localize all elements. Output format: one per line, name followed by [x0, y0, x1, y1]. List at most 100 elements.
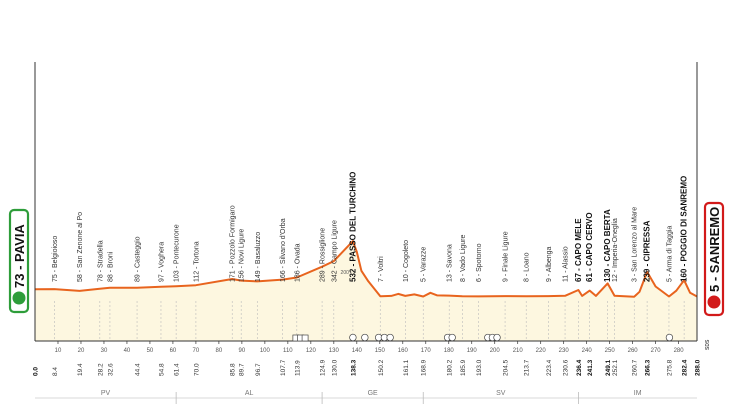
feed-zone-marker [386, 333, 394, 342]
altitude-label: 200 [341, 270, 350, 276]
start-distance-label: 0.0 [33, 367, 40, 376]
waypoint-distance-label: 185.9 [460, 359, 467, 376]
waypoint-distance-label: 275.8 [666, 359, 673, 376]
region-label: AL [245, 390, 254, 397]
waypoint-label: 342 - Campo Ligure [331, 220, 338, 282]
x-tick-label: 110 [283, 348, 293, 354]
waypoint-label: 156 - Novi Ligure [239, 229, 246, 282]
x-tick-label: 50 [147, 348, 154, 354]
waypoint-label: 239 - CIPRESSA [643, 220, 652, 282]
waypoint-distance-label: 113.9 [294, 360, 301, 376]
waypoint-distance-label: 130.0 [331, 359, 338, 376]
waypoint-distance-label: 288.0 [695, 359, 702, 376]
waypoint-label: 67 - CAPO MELE [574, 218, 583, 282]
feed-zone-marker [361, 333, 369, 342]
x-tick-label: 100 [260, 348, 271, 354]
waypoint-distance-label: 19.4 [77, 363, 84, 376]
waypoint-distance-label: 32.6 [107, 363, 114, 376]
feed-zone-marker [665, 333, 674, 342]
waypoint-distance-label: 252.1 [612, 359, 619, 376]
waypoint-label: 6 - Spotorno [476, 243, 483, 282]
waypoint-label: 78 - Stradella [97, 240, 104, 282]
waypoint-distance-label: 96.7 [255, 363, 262, 376]
x-tick-label: 190 [467, 348, 478, 354]
waypoint-label: 112 - Tortona [193, 241, 200, 282]
waypoint-distance-label: 150.2 [378, 359, 385, 376]
x-tick-label: 40 [124, 348, 131, 354]
waypoint-distance-label: 193.0 [476, 359, 483, 376]
waypoint-label: 88 - Broni [107, 251, 114, 282]
region-label: GE [368, 390, 378, 397]
waypoint-label: 166 - Silvano d'Orba [280, 218, 287, 282]
sprint-marker [301, 334, 309, 342]
waypoint-label: 5 - Arma di Taggia [666, 226, 673, 282]
waypoint-distance-label: 161.1 [403, 359, 410, 376]
waypoint-distance-label: 180.2 [447, 359, 454, 376]
waypoint-label: 75 - Belgioioso [52, 236, 59, 282]
x-tick-label: 150 [375, 348, 386, 354]
finish-badge-frame [703, 201, 725, 317]
x-tick-label: 210 [513, 348, 524, 354]
waypoint-distance-label: 61.4 [174, 363, 181, 376]
waypoint-distance-label: 70.0 [193, 363, 200, 376]
waypoint-label: 289 - Rossiglione [320, 228, 327, 282]
waypoint-label: 7 - Voltri [378, 256, 385, 282]
x-tick-label: 280 [674, 348, 685, 354]
waypoint-distance-label: 124.9 [320, 359, 327, 376]
waypoint-distance-label: 260.7 [632, 359, 639, 376]
waypoint-label: 11 - Alassio [563, 246, 570, 282]
waypoint-distance-label: 230.6 [563, 359, 570, 376]
profile-area [35, 241, 697, 341]
waypoint-distance-label: 236.4 [576, 359, 583, 376]
x-tick-label: 170 [421, 348, 432, 354]
waypoint-distance-label: 282.4 [682, 359, 689, 376]
start-badge: 73 - PAVIA [8, 208, 30, 314]
finish-badge: 5 - SANREMO [703, 201, 725, 317]
start-label: 73 - PAVIA [12, 224, 27, 288]
start-badge-frame [8, 208, 30, 314]
waypoint-label: 5 - Varazze [421, 247, 428, 282]
waypoint-label: 97 - Voghera [158, 242, 165, 282]
x-tick-label: 60 [170, 348, 177, 354]
waypoint-label: 130 - CAPO BERTA [603, 209, 612, 282]
x-tick-label: 260 [628, 348, 639, 354]
x-tick-label: 20 [78, 348, 85, 354]
waypoint-label: 9 - Albenga [546, 246, 553, 282]
waypoint-label: 8 - Vado Ligure [460, 235, 467, 282]
waypoint-label: 13 - Savona [447, 244, 454, 282]
x-tick-label: 250 [605, 348, 616, 354]
profile-line [34, 240, 698, 298]
feed-zone-marker [493, 333, 501, 342]
waypoint-distance-label: 107.7 [280, 359, 287, 376]
x-tick-label: 10 [55, 348, 62, 354]
waypoint-distance-label: 213.7 [524, 359, 531, 376]
feed-zone-marker [448, 333, 456, 342]
waypoint-label: 8 - Loano [524, 252, 531, 282]
waypoint-label: 171 - Pozzolo Formigaro [230, 205, 237, 282]
waypoint-distance-label: 223.4 [546, 359, 553, 376]
x-tick-label: 200 [490, 348, 501, 354]
x-tick-label: 140 [352, 348, 363, 354]
waypoint-distance-label: 89.7 [239, 363, 246, 376]
x-tick-label: 270 [651, 348, 662, 354]
waypoint-label: 9 - Finale Ligure [503, 231, 510, 282]
sds-logo: SDS [705, 339, 711, 350]
x-tick-label: 90 [239, 348, 246, 354]
waypoint-distance-label: 54.8 [158, 363, 165, 376]
x-tick-label: 240 [582, 348, 593, 354]
finish-flag-icon [707, 295, 721, 309]
waypoint-label: 89 - Casteggio [135, 236, 142, 282]
region-label: IM [634, 390, 642, 397]
feed-zone-marker [349, 333, 357, 342]
waypoint-label: 103 - Pontecurone [174, 224, 181, 282]
waypoint-label: 160 - POGGIO DI SANREMO [680, 176, 689, 282]
x-tick-label: 80 [216, 348, 223, 354]
x-tick-label: 70 [193, 348, 200, 354]
waypoint-label: 61 - CAPO CERVO [585, 212, 594, 282]
x-tick-label: 180 [444, 348, 455, 354]
waypoint-label: 58 - San Zenone al Po [77, 212, 84, 282]
x-tick-label: 160 [398, 348, 409, 354]
waypoint-distance-label: 266.3 [645, 359, 652, 376]
region-label: SV [496, 390, 506, 397]
waypoint-distance-label: 249.1 [605, 359, 612, 376]
